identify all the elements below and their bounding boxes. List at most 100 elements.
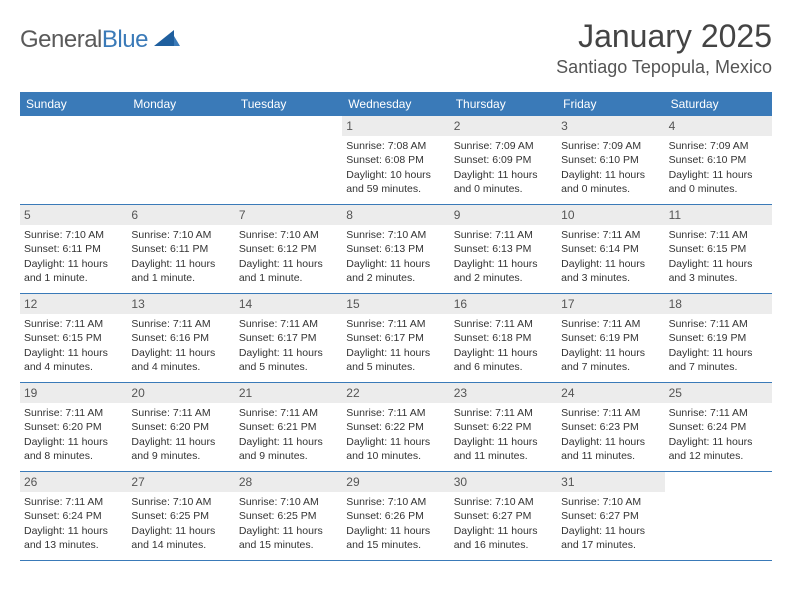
daylight-line: Daylight: 11 hours and 15 minutes.: [346, 524, 445, 552]
sunrise-line: Sunrise: 7:11 AM: [346, 317, 445, 331]
daylight-line: Daylight: 11 hours and 4 minutes.: [131, 346, 230, 374]
sunrise-line: Sunrise: 7:09 AM: [454, 139, 553, 153]
day-cell: 12Sunrise: 7:11 AMSunset: 6:15 PMDayligh…: [20, 294, 127, 382]
dow-cell: Saturday: [665, 92, 772, 116]
day-number: 1: [342, 116, 449, 136]
day-cell: 13Sunrise: 7:11 AMSunset: 6:16 PMDayligh…: [127, 294, 234, 382]
day-cell: 22Sunrise: 7:11 AMSunset: 6:22 PMDayligh…: [342, 383, 449, 471]
daylight-line: Daylight: 11 hours and 1 minute.: [131, 257, 230, 285]
sunrise-line: Sunrise: 7:11 AM: [561, 406, 660, 420]
daylight-line: Daylight: 11 hours and 3 minutes.: [669, 257, 768, 285]
sunrise-line: Sunrise: 7:10 AM: [131, 228, 230, 242]
sunrise-line: Sunrise: 7:09 AM: [561, 139, 660, 153]
day-number: 8: [342, 205, 449, 225]
daylight-line: Daylight: 11 hours and 17 minutes.: [561, 524, 660, 552]
day-number: 9: [450, 205, 557, 225]
dow-cell: Monday: [127, 92, 234, 116]
sunrise-line: Sunrise: 7:11 AM: [131, 406, 230, 420]
daylight-line: Daylight: 11 hours and 1 minute.: [239, 257, 338, 285]
day-cell: 7Sunrise: 7:10 AMSunset: 6:12 PMDaylight…: [235, 205, 342, 293]
sunset-line: Sunset: 6:14 PM: [561, 242, 660, 256]
day-number: 17: [557, 294, 664, 314]
dow-cell: Thursday: [450, 92, 557, 116]
day-cell: 30Sunrise: 7:10 AMSunset: 6:27 PMDayligh…: [450, 472, 557, 560]
daylight-line: Daylight: 11 hours and 11 minutes.: [561, 435, 660, 463]
day-cell: 31Sunrise: 7:10 AMSunset: 6:27 PMDayligh…: [557, 472, 664, 560]
day-cell: 28Sunrise: 7:10 AMSunset: 6:25 PMDayligh…: [235, 472, 342, 560]
day-cell: 17 Sunrise: 7:11 AMSunset: 6:19 PMDayligh…: [557, 294, 664, 382]
day-cell: 27Sunrise: 7:10 AMSunset: 6:25 PMDayligh…: [127, 472, 234, 560]
daylight-line: Daylight: 11 hours and 7 minutes.: [561, 346, 660, 374]
dow-cell: Sunday: [20, 92, 127, 116]
sunrise-line: Sunrise: 7:11 AM: [454, 406, 553, 420]
sunrise-line: Sunrise: 7:11 AM: [454, 228, 553, 242]
daylight-line: Daylight: 11 hours and 15 minutes.: [239, 524, 338, 552]
sunset-line: Sunset: 6:15 PM: [24, 331, 123, 345]
day-number: 2: [450, 116, 557, 136]
day-cell: 25Sunrise: 7:11 AMSunset: 6:24 PMDayligh…: [665, 383, 772, 471]
daylight-line: Daylight: 11 hours and 3 minutes.: [561, 257, 660, 285]
sunrise-line: Sunrise: 7:11 AM: [561, 317, 660, 331]
week-row: 5Sunrise: 7:10 AMSunset: 6:11 PMDaylight…: [20, 205, 772, 294]
daylight-line: Daylight: 11 hours and 6 minutes.: [454, 346, 553, 374]
daylight-line: Daylight: 11 hours and 10 minutes.: [346, 435, 445, 463]
sunset-line: Sunset: 6:27 PM: [454, 509, 553, 523]
sunset-line: Sunset: 6:25 PM: [239, 509, 338, 523]
day-cell: 4Sunrise: 7:09 AMSunset: 6:10 PMDaylight…: [665, 116, 772, 204]
day-number: 22: [342, 383, 449, 403]
daylight-line: Daylight: 11 hours and 7 minutes.: [669, 346, 768, 374]
sunset-line: Sunset: 6:22 PM: [346, 420, 445, 434]
daylight-line: Daylight: 11 hours and 11 minutes.: [454, 435, 553, 463]
sunset-line: Sunset: 6:24 PM: [24, 509, 123, 523]
sunrise-line: Sunrise: 7:11 AM: [561, 228, 660, 242]
sunset-line: Sunset: 6:11 PM: [131, 242, 230, 256]
daylight-line: Daylight: 11 hours and 16 minutes.: [454, 524, 553, 552]
sunset-line: Sunset: 6:09 PM: [454, 153, 553, 167]
calendar-page: GeneralBlue January 2025 Santiago Tepopu…: [0, 0, 792, 561]
daylight-line: Daylight: 11 hours and 4 minutes.: [24, 346, 123, 374]
daylight-line: Daylight: 11 hours and 8 minutes.: [24, 435, 123, 463]
daylight-line: Daylight: 11 hours and 9 minutes.: [131, 435, 230, 463]
sunset-line: Sunset: 6:23 PM: [561, 420, 660, 434]
day-number: 29: [342, 472, 449, 492]
sunrise-line: Sunrise: 7:08 AM: [346, 139, 445, 153]
day-cell: 2 Sunrise: 7:09 AMSunset: 6:09 PMDaylight…: [450, 116, 557, 204]
day-cell: [665, 472, 772, 560]
day-number: 13: [127, 294, 234, 314]
week-row: 12Sunrise: 7:11 AMSunset: 6:15 PMDayligh…: [20, 294, 772, 383]
day-of-week-header: SundayMondayTuesdayWednesdayThursdayFrid…: [20, 92, 772, 116]
sunset-line: Sunset: 6:20 PM: [131, 420, 230, 434]
sunset-line: Sunset: 6:16 PM: [131, 331, 230, 345]
daylight-line: Daylight: 11 hours and 0 minutes.: [454, 168, 553, 196]
sunrise-line: Sunrise: 7:10 AM: [239, 495, 338, 509]
sunset-line: Sunset: 6:17 PM: [346, 331, 445, 345]
day-cell: 23Sunrise: 7:11 AMSunset: 6:22 PMDayligh…: [450, 383, 557, 471]
header: GeneralBlue January 2025 Santiago Tepopu…: [20, 18, 772, 78]
day-number: 6: [127, 205, 234, 225]
day-cell: 16Sunrise: 7:11 AMSunset: 6:18 PMDayligh…: [450, 294, 557, 382]
sunset-line: Sunset: 6:19 PM: [669, 331, 768, 345]
day-number: 15: [342, 294, 449, 314]
sunrise-line: Sunrise: 7:10 AM: [131, 495, 230, 509]
sunset-line: Sunset: 6:17 PM: [239, 331, 338, 345]
day-number: 14: [235, 294, 342, 314]
sunset-line: Sunset: 6:19 PM: [561, 331, 660, 345]
daylight-line: Daylight: 11 hours and 0 minutes.: [669, 168, 768, 196]
sunrise-line: Sunrise: 7:10 AM: [239, 228, 338, 242]
day-number: 23: [450, 383, 557, 403]
sunrise-line: Sunrise: 7:11 AM: [24, 317, 123, 331]
sunrise-line: Sunrise: 7:11 AM: [239, 317, 338, 331]
title-area: January 2025 Santiago Tepopula, Mexico: [556, 18, 772, 78]
location: Santiago Tepopula, Mexico: [556, 57, 772, 78]
day-cell: 20Sunrise: 7:11 AMSunset: 6:20 PMDayligh…: [127, 383, 234, 471]
day-number: 21: [235, 383, 342, 403]
daylight-line: Daylight: 11 hours and 2 minutes.: [454, 257, 553, 285]
sunset-line: Sunset: 6:11 PM: [24, 242, 123, 256]
sunrise-line: Sunrise: 7:11 AM: [454, 317, 553, 331]
sunrise-line: Sunrise: 7:10 AM: [346, 495, 445, 509]
day-cell: [235, 116, 342, 204]
day-number: 27: [127, 472, 234, 492]
sunrise-line: Sunrise: 7:10 AM: [454, 495, 553, 509]
dow-cell: Wednesday: [342, 92, 449, 116]
daylight-line: Daylight: 10 hours and 59 minutes.: [346, 168, 445, 196]
